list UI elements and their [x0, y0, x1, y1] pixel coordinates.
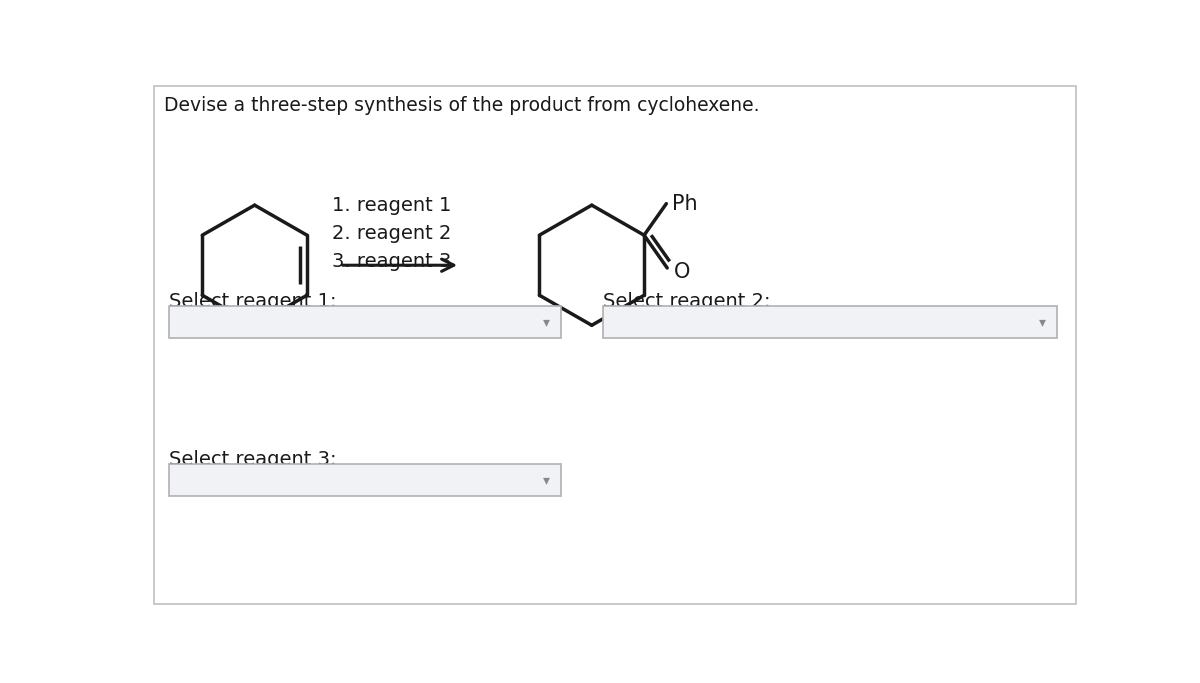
Bar [604, 306, 1057, 338]
Text: ▾: ▾ [544, 473, 551, 487]
Bar [169, 306, 560, 338]
Text: Select reagent 2:: Select reagent 2: [604, 292, 770, 311]
Text: Ph: Ph [672, 194, 697, 214]
Text: Select reagent 3:: Select reagent 3: [169, 450, 337, 469]
Text: ▾: ▾ [1039, 315, 1046, 329]
Text: Devise a three-step synthesis of the product from cyclohexene.: Devise a three-step synthesis of the pro… [164, 96, 760, 115]
Bar [169, 464, 560, 497]
Text: ▾: ▾ [544, 315, 551, 329]
Text: O: O [673, 262, 690, 282]
Text: Select reagent 1:: Select reagent 1: [169, 292, 337, 311]
Text: 1. reagent 1
2. reagent 2
3. reagent 3: 1. reagent 1 2. reagent 2 3. reagent 3 [332, 196, 451, 271]
